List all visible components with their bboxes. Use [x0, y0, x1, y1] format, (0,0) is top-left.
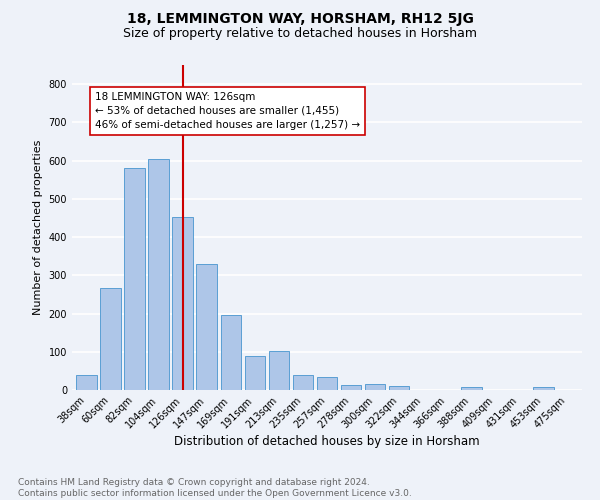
Bar [293, 376, 313, 390]
Bar [269, 350, 289, 390]
Bar [389, 386, 409, 390]
Text: Contains HM Land Registry data © Crown copyright and database right 2024.
Contai: Contains HM Land Registry data © Crown c… [18, 478, 412, 498]
Bar [172, 217, 193, 390]
Bar [221, 316, 241, 390]
Bar [100, 288, 121, 390]
Text: 18, LEMMINGTON WAY, HORSHAM, RH12 5JG: 18, LEMMINGTON WAY, HORSHAM, RH12 5JG [127, 12, 473, 26]
Bar [461, 387, 482, 390]
X-axis label: Distribution of detached houses by size in Horsham: Distribution of detached houses by size … [174, 436, 480, 448]
Text: Size of property relative to detached houses in Horsham: Size of property relative to detached ho… [123, 28, 477, 40]
Text: 18 LEMMINGTON WAY: 126sqm
← 53% of detached houses are smaller (1,455)
46% of se: 18 LEMMINGTON WAY: 126sqm ← 53% of detac… [95, 92, 360, 130]
Bar [317, 376, 337, 390]
Bar [365, 384, 385, 390]
Bar [124, 168, 145, 390]
Bar [196, 264, 217, 390]
Bar [341, 384, 361, 390]
Bar [76, 376, 97, 390]
Y-axis label: Number of detached properties: Number of detached properties [33, 140, 43, 315]
Bar [533, 387, 554, 390]
Bar [148, 158, 169, 390]
Bar [245, 356, 265, 390]
